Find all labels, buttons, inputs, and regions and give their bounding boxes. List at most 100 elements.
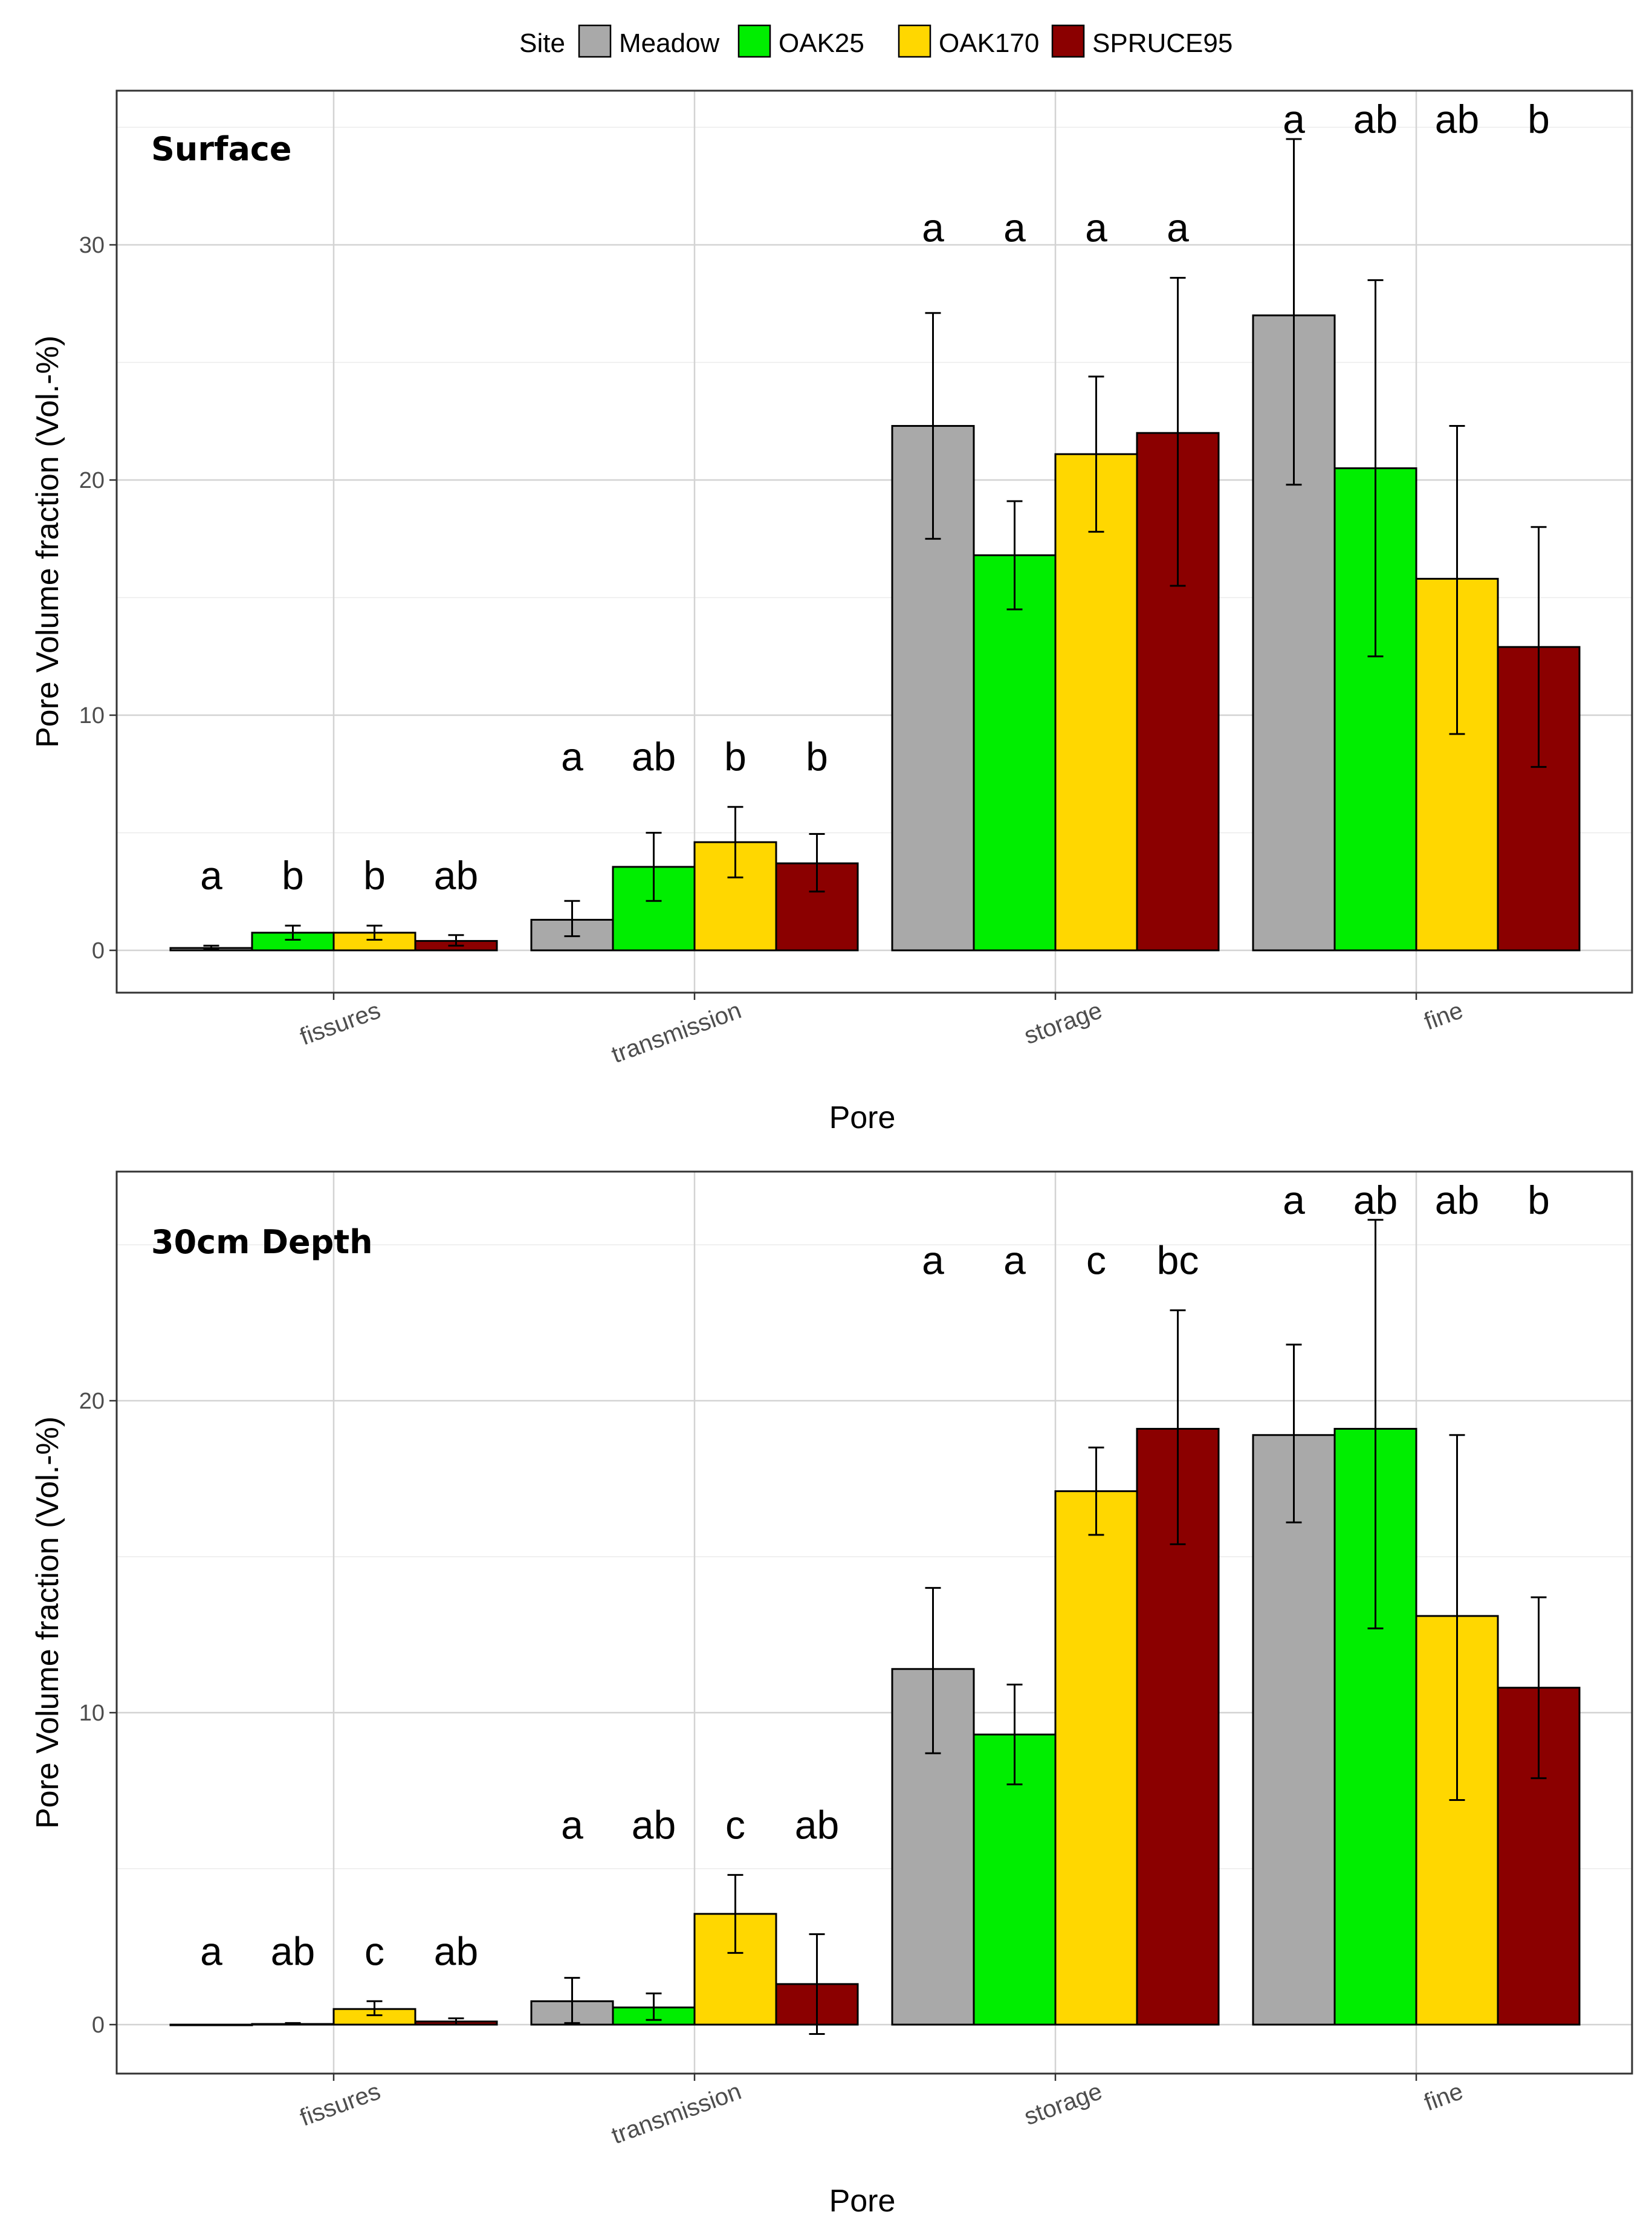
error-bar-meadow-fine xyxy=(1286,138,1302,486)
error-bar-meadow-storage xyxy=(925,1587,941,1754)
error-bar-meadow-fine xyxy=(1286,1343,1302,1523)
significance-letter: a xyxy=(1085,205,1107,250)
error-bar-meadow-transmission xyxy=(564,900,580,938)
error-bar-oak170-fine xyxy=(1449,425,1465,735)
error-bar-oak170-fissures xyxy=(366,2000,383,2017)
significance-letter: a xyxy=(561,735,583,779)
bar-oak170-storage xyxy=(1054,1490,1138,2026)
error-bar-spruce95-fissures xyxy=(448,934,464,947)
significance-letter: ab xyxy=(1353,97,1398,141)
x-axis-label: Pore xyxy=(829,2184,896,2219)
y-tick-label: 10 xyxy=(79,1701,105,1726)
y-tick-label: 30 xyxy=(79,233,105,258)
error-bar-meadow-fissures xyxy=(203,944,219,950)
legend-label-meadow: Meadow xyxy=(619,28,720,58)
x-tick-label-fissures: fissures xyxy=(297,2078,384,2131)
significance-letter: b xyxy=(363,853,386,898)
legend-swatch-meadow xyxy=(578,24,612,58)
error-bar-spruce95-fissures xyxy=(448,2017,464,2026)
error-bar-meadow-transmission xyxy=(564,1977,580,2024)
bar-oak170-fissures xyxy=(332,932,416,952)
error-bar-oak170-fine xyxy=(1449,1434,1465,1801)
significance-letter: bc xyxy=(1157,1238,1199,1282)
legend: Site Meadow OAK25 OAK170 SPRUCE95 xyxy=(519,24,1233,58)
significance-letter: ab xyxy=(434,1928,478,1973)
significance-letter: ab xyxy=(1435,97,1479,141)
significance-letter: c xyxy=(364,1928,384,1973)
bar-oak25-storage xyxy=(973,554,1057,952)
x-tick-label-fine: fine xyxy=(1420,2078,1466,2116)
panel-title: Surface xyxy=(151,130,292,168)
y-axis-label: Pore Volume fraction (Vol.-%) xyxy=(30,1416,65,1829)
significance-letter: b xyxy=(1527,1178,1550,1222)
significance-letter: a xyxy=(1003,1238,1026,1282)
significance-letter: ab xyxy=(271,1928,315,1973)
significance-letter: a xyxy=(922,1238,944,1282)
panel-title: 30cm Depth xyxy=(151,1223,373,1261)
error-bar-oak25-storage xyxy=(1006,1684,1023,1786)
y-tick-label: 0 xyxy=(92,938,105,964)
error-bar-spruce95-transmission xyxy=(809,832,825,893)
error-bar-meadow-storage xyxy=(925,312,941,540)
x-tick-label-fine: fine xyxy=(1420,997,1466,1035)
error-bar-spruce95-storage xyxy=(1170,276,1186,587)
error-bar-spruce95-fine xyxy=(1531,1596,1547,1779)
significance-letter: b xyxy=(724,735,747,779)
legend-label-oak170: OAK170 xyxy=(939,28,1039,58)
bar-oak170-storage xyxy=(1054,453,1138,952)
significance-letter: ab xyxy=(632,735,676,779)
legend-label-oak25: OAK25 xyxy=(779,28,864,58)
error-bar-oak170-storage xyxy=(1088,375,1104,533)
significance-letter: a xyxy=(922,205,944,250)
legend-title: Site xyxy=(519,28,565,58)
x-tick-label-storage: storage xyxy=(1021,997,1106,1049)
error-bar-spruce95-transmission xyxy=(809,1933,825,2035)
x-tick-label-transmission: transmission xyxy=(608,2078,745,2149)
legend-swatch-oak170 xyxy=(898,24,931,58)
y-tick-label: 20 xyxy=(79,468,105,493)
significance-letter: ab xyxy=(1435,1178,1479,1222)
error-bar-spruce95-storage xyxy=(1170,1309,1186,1545)
error-bar-oak25-fine xyxy=(1367,279,1384,658)
x-tick-label-storage: storage xyxy=(1021,2078,1106,2130)
significance-letter: a xyxy=(1283,97,1305,141)
significance-letter: ab xyxy=(434,853,478,898)
error-bar-spruce95-fine xyxy=(1531,526,1547,768)
significance-letter: ab xyxy=(632,1802,676,1847)
error-bar-oak25-storage xyxy=(1006,500,1023,611)
error-bar-oak25-transmission xyxy=(646,832,662,902)
error-bar-oak25-transmission xyxy=(646,1992,662,2021)
error-bar-oak25-fissures xyxy=(285,924,301,941)
y-tick-label: 0 xyxy=(92,2013,105,2038)
plot-border xyxy=(115,1170,1633,2075)
x-tick-label-transmission: transmission xyxy=(608,997,745,1068)
significance-letter: ab xyxy=(1353,1178,1398,1222)
legend-swatch-oak25 xyxy=(737,24,771,58)
x-axis-label: Pore xyxy=(829,1100,896,1135)
error-bar-oak170-storage xyxy=(1088,1446,1104,1536)
significance-letter: a xyxy=(200,1928,222,1973)
y-axis-label: Pore Volume fraction (Vol.-%) xyxy=(30,336,65,748)
legend-swatch-spruce95 xyxy=(1051,24,1085,58)
significance-letter: a xyxy=(1167,205,1189,250)
plot-border xyxy=(115,89,1633,994)
significance-letter: a xyxy=(1283,1178,1305,1222)
bar-meadow-fine xyxy=(1252,1434,1336,2026)
significance-letter: a xyxy=(561,1802,583,1847)
error-bar-oak170-fissures xyxy=(366,924,383,941)
significance-letter: b xyxy=(282,853,304,898)
error-bar-oak170-transmission xyxy=(727,1873,743,1954)
significance-letter: c xyxy=(1086,1238,1106,1282)
x-tick-label-fissures: fissures xyxy=(297,997,384,1050)
error-bar-oak25-fine xyxy=(1367,1219,1384,1630)
error-bar-oak25-fissures xyxy=(285,2022,301,2026)
significance-letter: c xyxy=(725,1802,745,1847)
significance-letter: b xyxy=(806,735,828,779)
significance-letter: b xyxy=(1527,97,1550,141)
error-bar-oak170-transmission xyxy=(727,806,743,878)
y-tick-label: 10 xyxy=(79,703,105,728)
significance-letter: a xyxy=(1003,205,1026,250)
